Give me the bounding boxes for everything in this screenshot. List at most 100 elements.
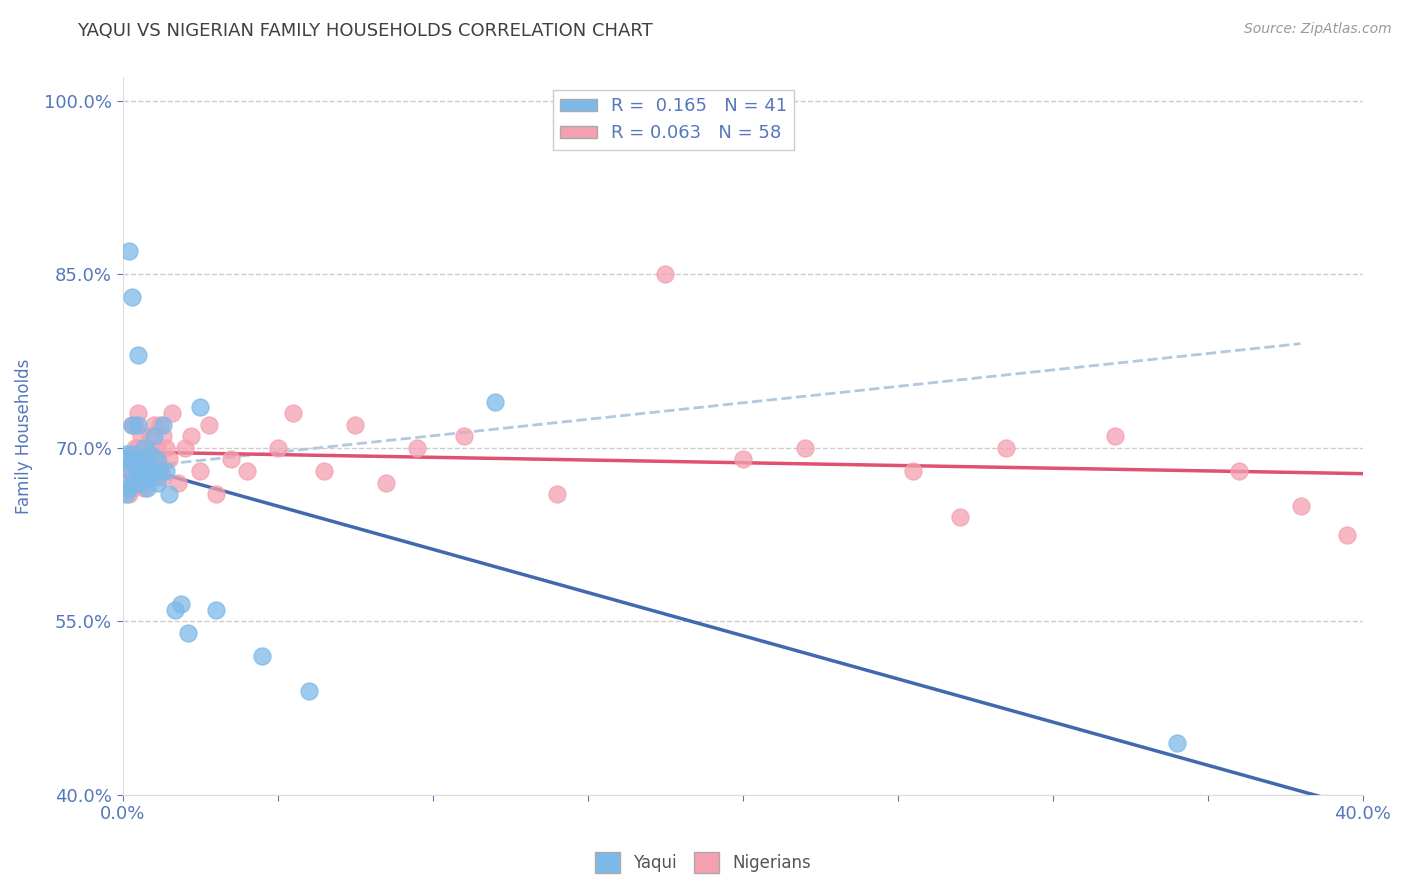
Point [145, 441, 167, 455]
Point [118, 464, 141, 478]
Point [188, 464, 211, 478]
Point [1336, 527, 1358, 541]
Point [266, 441, 288, 455]
Point [142, 417, 165, 432]
Point [731, 452, 754, 467]
Point [129, 429, 152, 443]
Text: YAQUI VS NIGERIAN FAMILY HOUSEHOLDS CORRELATION CHART: YAQUI VS NIGERIAN FAMILY HOUSEHOLDS CORR… [77, 22, 652, 40]
Point [654, 267, 676, 281]
Point [1227, 464, 1250, 478]
Point [139, 464, 162, 478]
Point [145, 452, 167, 467]
Legend: R =  0.165   N = 41, R = 0.063   N = 58: R = 0.165 N = 41, R = 0.063 N = 58 [553, 90, 794, 150]
Point [176, 626, 198, 640]
Point [142, 429, 165, 443]
Point [129, 452, 152, 467]
Point [121, 417, 143, 432]
Point [453, 429, 475, 443]
Point [1166, 736, 1188, 750]
Point [297, 684, 319, 698]
Point [114, 447, 136, 461]
Point [344, 417, 367, 432]
Point [127, 469, 149, 483]
Point [134, 452, 156, 467]
Point [127, 441, 149, 455]
Point [157, 487, 180, 501]
Point [136, 481, 159, 495]
Point [118, 244, 141, 258]
Point [134, 441, 156, 455]
Point [250, 649, 273, 664]
Point [139, 447, 162, 461]
Point [484, 394, 506, 409]
Point [995, 441, 1018, 455]
Point [948, 510, 970, 524]
Point [124, 417, 146, 432]
Point [375, 475, 398, 490]
Point [149, 464, 172, 478]
Point [127, 406, 149, 420]
Point [901, 464, 924, 478]
Point [198, 417, 221, 432]
Point [114, 475, 136, 490]
Point [121, 475, 143, 490]
Point [155, 464, 177, 478]
Point [136, 464, 159, 478]
Point [134, 481, 156, 495]
Point [180, 429, 202, 443]
Point [121, 417, 143, 432]
Point [121, 290, 143, 304]
Point [188, 401, 211, 415]
Point [167, 475, 190, 490]
Point [219, 452, 242, 467]
Point [127, 348, 149, 362]
Point [152, 429, 174, 443]
Point [127, 458, 149, 473]
Point [139, 429, 162, 443]
Point [149, 458, 172, 473]
Point [204, 603, 226, 617]
Point [114, 452, 136, 467]
Y-axis label: Family Households: Family Households [15, 359, 32, 514]
Point [124, 452, 146, 467]
Point [114, 487, 136, 501]
Point [157, 452, 180, 467]
Legend: Yaqui, Nigerians: Yaqui, Nigerians [589, 846, 817, 880]
Point [312, 464, 335, 478]
Point [136, 441, 159, 455]
Point [124, 475, 146, 490]
Point [121, 452, 143, 467]
Point [121, 447, 143, 461]
Point [204, 487, 226, 501]
Point [136, 458, 159, 473]
Point [127, 417, 149, 432]
Point [124, 458, 146, 473]
Point [235, 464, 257, 478]
Point [155, 441, 177, 455]
Point [134, 464, 156, 478]
Point [142, 464, 165, 478]
Point [170, 597, 193, 611]
Point [121, 481, 143, 495]
Point [1289, 499, 1312, 513]
Point [124, 464, 146, 478]
Point [134, 441, 156, 455]
Point [145, 475, 167, 490]
Point [546, 487, 568, 501]
Point [793, 441, 815, 455]
Point [118, 464, 141, 478]
Text: Source: ZipAtlas.com: Source: ZipAtlas.com [1244, 22, 1392, 37]
Point [129, 475, 152, 490]
Point [281, 406, 304, 420]
Point [142, 452, 165, 467]
Point [118, 487, 141, 501]
Point [124, 441, 146, 455]
Point [118, 481, 141, 495]
Point [160, 406, 183, 420]
Point [165, 603, 187, 617]
Point [406, 441, 429, 455]
Point [173, 441, 195, 455]
Point [145, 469, 167, 483]
Point [152, 417, 174, 432]
Point [139, 469, 162, 483]
